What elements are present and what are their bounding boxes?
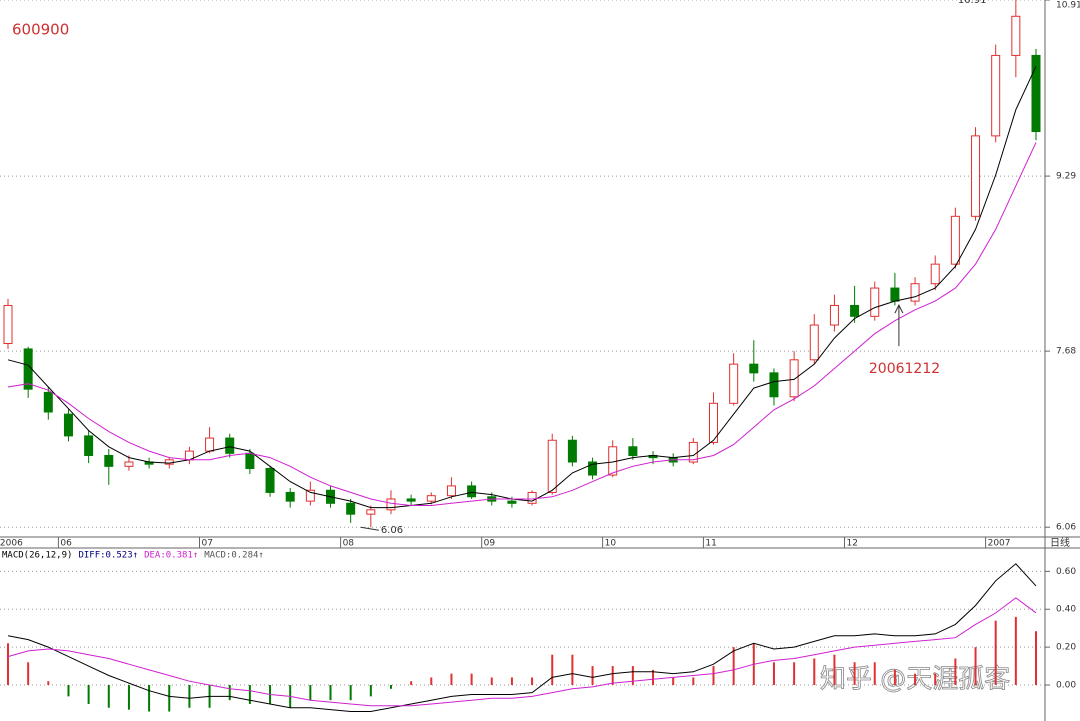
candle-body (708, 402, 718, 443)
candle-body (305, 489, 315, 502)
candle-body (910, 283, 920, 302)
candle-body (285, 491, 295, 502)
candle-body (547, 439, 557, 493)
candle-body (467, 485, 477, 498)
candle-body (789, 359, 799, 398)
candle-body (971, 135, 981, 217)
y-tick-label: 10.91 (1056, 1, 1080, 11)
candle-body (346, 502, 356, 515)
x-tick-label: 2006 (0, 539, 23, 549)
candle-body (124, 461, 134, 467)
candle-body (84, 435, 94, 456)
candle-body (366, 509, 376, 515)
x-tick-label: 2007 (988, 539, 1011, 549)
candle-body (1011, 15, 1021, 56)
x-tick-label: 07 (201, 539, 212, 549)
candle-body (527, 491, 537, 504)
candle-body (386, 498, 396, 511)
x-tick-label: 10 (605, 539, 617, 549)
candle-body (729, 363, 739, 404)
period-label: 日线 (1050, 536, 1070, 549)
y-tick-label: 7.68 (1056, 347, 1076, 357)
candle-body (567, 439, 577, 463)
moving-average-line (7, 142, 1037, 506)
candle-body (850, 304, 860, 317)
annotation: 6.06 (381, 525, 403, 536)
candle-body (588, 461, 598, 476)
watermark: 知乎 @天涯孤客 (820, 665, 1010, 695)
candle-body (628, 446, 638, 456)
candle-body (23, 348, 33, 390)
candle-body (406, 498, 416, 502)
indicator-header: MACD(26,12,9) (2, 551, 72, 561)
candle-body (245, 452, 255, 470)
candle-body (1031, 54, 1041, 133)
candle-body (3, 304, 13, 345)
y-tick-label: 0.00 (1056, 681, 1076, 691)
arrow-head (894, 303, 904, 314)
y-tick-label: 9.29 (1056, 172, 1076, 182)
candle-body (265, 468, 275, 493)
candle-body (809, 324, 819, 361)
candle-body (890, 287, 900, 302)
macd-line (7, 563, 1037, 712)
moving-average-line (7, 66, 1037, 509)
x-tick-label: 11 (705, 539, 716, 549)
x-tick-label: 09 (484, 539, 496, 549)
candle-body (205, 437, 215, 452)
indicator-header: DIFF:0.523↑ (78, 551, 138, 561)
candle-body (769, 372, 779, 398)
candle-body (870, 287, 880, 317)
candle-body (446, 485, 456, 497)
chart-title: 600900 (12, 21, 69, 39)
candle-body (104, 454, 114, 467)
candle-body (43, 391, 53, 413)
annotation: 20061212 (869, 361, 940, 377)
candle-body (63, 413, 73, 437)
indicator-header: DEA:0.381↑ (144, 551, 198, 561)
y-tick-label: 6.06 (1056, 523, 1076, 533)
annotation-line (360, 526, 379, 531)
y-tick-label: 0.60 (1056, 567, 1076, 577)
candle-body (507, 500, 517, 504)
x-tick-label: 06 (60, 539, 72, 549)
candle-body (991, 54, 1001, 137)
x-tick-label: 12 (847, 539, 858, 549)
annotation: 10.91 (958, 0, 987, 6)
candle-body (749, 363, 759, 374)
candle-body (930, 263, 940, 285)
candle-body (829, 304, 839, 326)
y-tick-label: 0.20 (1056, 643, 1076, 653)
macd-line (7, 597, 1037, 707)
candle-body (225, 437, 235, 454)
indicator-header: MACD:0.284↑ (204, 551, 264, 561)
y-tick-label: 0.40 (1056, 605, 1076, 615)
candle-body (950, 215, 960, 265)
x-tick-label: 08 (343, 539, 355, 549)
candle-body (426, 495, 436, 502)
